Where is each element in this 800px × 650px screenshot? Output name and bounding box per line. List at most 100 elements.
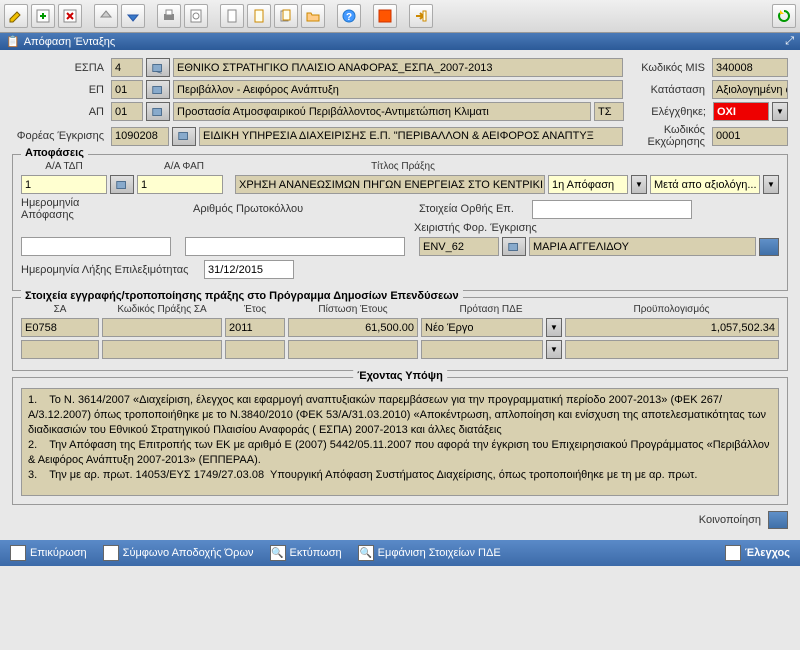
hdr-etos: Έτος <box>225 304 285 315</box>
etos-value[interactable]: 2011 <box>225 318 285 337</box>
window-titlebar: 📋 Απόφαση Ένταξης ⤢ <box>0 33 800 50</box>
tool-print-icon[interactable] <box>157 4 181 28</box>
sel2-value[interactable]: Μετά απο αξιολόγη... <box>650 175 760 194</box>
hmer-lixis-label: Ημερομηνία Λήξης Επιλεξιμότητας <box>21 264 201 276</box>
sa-value-2[interactable] <box>21 340 99 359</box>
hdr-sa: ΣΑ <box>21 304 99 315</box>
ep-desc: Περιβάλλον - Αειφόρος Ανάπτυξη <box>173 80 623 99</box>
xeiristis-more-button[interactable] <box>759 238 779 256</box>
ektyposi-button[interactable]: 🔍 Εκτύπωση <box>266 543 346 563</box>
koin-button[interactable] <box>768 511 788 529</box>
kodek-value: 0001 <box>712 127 788 146</box>
foreas-code[interactable]: 1090208 <box>111 127 169 146</box>
hmer-lixis-value[interactable]: 31/12/2015 <box>204 260 294 279</box>
xeiristis-label: Χειριστής Φορ. Έγκρισης <box>414 222 554 234</box>
protasi-dropdown-2[interactable]: ▼ <box>546 340 562 359</box>
hdr-aa-fap: Α/Α ΦΑΠ <box>141 161 227 172</box>
exontas-body[interactable]: 1. Το Ν. 3614/2007 «Διαχείριση, έλεγχος … <box>21 388 779 496</box>
hmer-apof-value[interactable] <box>21 237 171 256</box>
epikyrosi-button[interactable]: ✔ Επικύρωση <box>6 543 91 563</box>
symfono-label: Σύμφωνο Αποδοχής Όρων <box>123 547 254 559</box>
tool-doc2-icon[interactable] <box>247 4 271 28</box>
aa-tdp-value[interactable]: 1 <box>21 175 107 194</box>
maximize-icon[interactable]: ⤢ <box>785 35 794 48</box>
ep-code[interactable]: 01 <box>111 80 143 99</box>
tool-down-icon[interactable] <box>121 4 145 28</box>
titlos-value: ΧΡΗΣΗ ΑΝΑΝΕΩΣΙΜΩΝ ΠΗΓΩΝ ΕΝΕΡΓΕΙΑΣ ΣΤΟ ΚΕ… <box>235 175 545 194</box>
check-icon: ✔ <box>10 545 26 561</box>
symfono-button[interactable]: ◉ Σύμφωνο Αποδοχής Όρων <box>99 543 258 563</box>
svg-text:?: ? <box>346 12 352 23</box>
elegxos-icon: ✔ <box>725 545 741 561</box>
tool-stop-icon[interactable] <box>373 4 397 28</box>
espa-label: ΕΣΠΑ <box>12 62 108 74</box>
ep-lookup-button[interactable] <box>146 80 170 99</box>
espa-lookup-button[interactable] <box>146 58 170 77</box>
katastasi-label: Κατάσταση <box>637 84 709 96</box>
tool-doc3-icon[interactable] <box>274 4 298 28</box>
ap-desc: Προστασία Ατμοσφαιρικού Περιβάλλοντος-Αν… <box>173 102 591 121</box>
emfanisi-button[interactable]: 🔍 Εμφάνιση Στοιχείων ΠΔΕ <box>354 543 505 563</box>
tool-help-icon[interactable]: ? <box>337 4 361 28</box>
espa-desc: ΕΘΝΙΚΟ ΣΤΡΑΤΗΓΙΚΟ ΠΛΑΙΣΙΟ ΑΝΑΦΟΡΑΣ_ΕΣΠΑ_… <box>173 58 623 77</box>
aa-tdp-lookup[interactable] <box>110 175 134 194</box>
elegxos-label: Έλεγχος <box>745 547 790 559</box>
espa-code[interactable]: 4 <box>111 58 143 77</box>
env-value[interactable]: ENV_62 <box>419 237 499 256</box>
sa-value[interactable]: Ε0758 <box>21 318 99 337</box>
protasi-dropdown[interactable]: ▼ <box>546 318 562 337</box>
pistosi-value[interactable]: 61,500.00 <box>288 318 418 337</box>
protasi-value-2[interactable] <box>421 340 543 359</box>
stoixeia-value[interactable] <box>532 200 692 219</box>
protasi-value[interactable]: Νέο Έργο <box>421 318 543 337</box>
hdr-kod: Κωδικός Πράξης ΣΑ <box>102 304 222 315</box>
ap-code[interactable]: 01 <box>111 102 143 121</box>
exontas-fieldset: Έχοντας Υπόψη 1. Το Ν. 3614/2007 «Διαχεί… <box>12 377 788 505</box>
hmer-apof-label: Ημερομηνία Απόφασης <box>21 197 107 221</box>
hdr-pistosi: Πίστωση Έτους <box>288 304 418 315</box>
apofaseis-legend: Αποφάσεις <box>21 147 88 159</box>
tool-refresh-icon[interactable] <box>772 4 796 28</box>
ap-label: ΑΠ <box>12 106 108 118</box>
arith-prot-label: Αριθμός Πρωτοκόλλου <box>193 203 323 215</box>
stoixeia-label: Στοιχεία Ορθής Επ. <box>419 203 529 215</box>
status-bar: ✔ Επικύρωση ◉ Σύμφωνο Αποδοχής Όρων 🔍 Εκ… <box>0 540 800 566</box>
tool-up-icon[interactable] <box>94 4 118 28</box>
elegxos-button[interactable]: ✔ Έλεγχος <box>721 543 794 563</box>
foreas-label: Φορέας Έγκρισης <box>12 130 108 142</box>
apofaseis-fieldset: Αποφάσεις Α/Α ΤΔΠ Α/Α ΦΑΠ Τίτλος Πράξης … <box>12 154 788 291</box>
pistosi-value-2[interactable] <box>288 340 418 359</box>
foreas-lookup-button[interactable] <box>172 127 196 146</box>
kod-value-2[interactable] <box>102 340 222 359</box>
katastasi-value: Αξιολογημένη απ <box>712 80 788 99</box>
arith-prot-value[interactable] <box>185 237 405 256</box>
ap-lookup-button[interactable] <box>146 102 170 121</box>
epikyrosi-label: Επικύρωση <box>30 547 87 559</box>
aa-fap-value[interactable]: 1 <box>137 175 223 194</box>
proyp-value-2[interactable] <box>565 340 779 359</box>
kod-value[interactable] <box>102 318 222 337</box>
tool-doc1-icon[interactable] <box>220 4 244 28</box>
tool-folder-icon[interactable] <box>301 4 325 28</box>
window-title: Απόφαση Ένταξης <box>24 36 116 48</box>
sel2-dropdown[interactable]: ▼ <box>763 175 779 194</box>
hdr-proyp: Προϋπολογισμός <box>564 304 779 315</box>
xeiristis-value: ΜΑΡΙΑ ΑΓΓΕΛΙΔΟΥ <box>529 237 756 256</box>
ap-extra: ΤΣ <box>594 102 624 121</box>
elegxthike-value: ΟΧΙ <box>713 102 769 121</box>
tool-edit-icon[interactable] <box>4 4 28 28</box>
elegxthike-dropdown[interactable]: ▼ <box>772 102 788 121</box>
etos-value-2[interactable] <box>225 340 285 359</box>
mis-value[interactable]: 340008 <box>712 58 788 77</box>
tool-preview-icon[interactable] <box>184 4 208 28</box>
tool-export-icon[interactable] <box>409 4 433 28</box>
tool-delete-icon[interactable] <box>58 4 82 28</box>
proyp-value[interactable]: 1,057,502.34 <box>565 318 779 337</box>
tool-add-icon[interactable] <box>31 4 55 28</box>
env-lookup[interactable] <box>502 237 526 256</box>
pde-legend: Στοιχεία εγγραφής/τροποποίησης πράξης στ… <box>21 290 463 302</box>
sel1-value[interactable]: 1η Απόφαση <box>548 175 628 194</box>
window-icon: 📋 <box>6 35 20 48</box>
sel1-dropdown[interactable]: ▼ <box>631 175 647 194</box>
ep-label: ΕΠ <box>12 84 108 96</box>
